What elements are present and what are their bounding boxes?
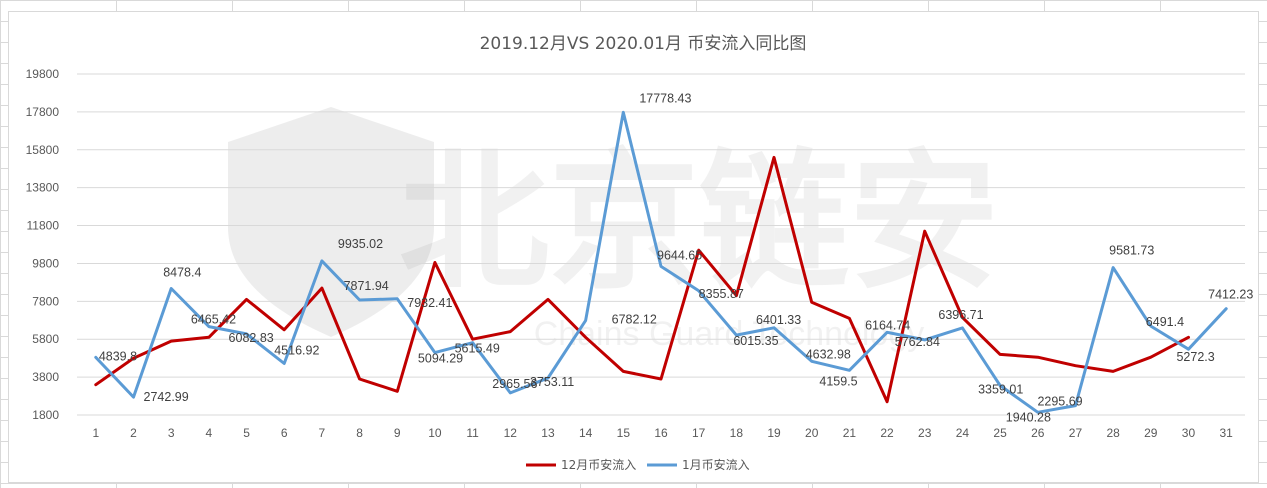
y-tick-label: 5800: [32, 332, 59, 346]
x-tick-label: 13: [541, 426, 555, 440]
x-tick-label: 18: [730, 426, 744, 440]
data-label: 4839.8: [99, 349, 137, 363]
series-lines: [94, 110, 1228, 414]
x-tick-label: 5: [243, 426, 250, 440]
data-label: 6164.74: [865, 318, 910, 332]
data-label: 2742.99: [144, 390, 189, 404]
watermark-text: 北京链安: [399, 136, 999, 310]
x-tick-label: 28: [1106, 426, 1120, 440]
chart-area[interactable]: 北京链安 Chains Guard Technology 2019.12月VS …: [8, 11, 1259, 483]
data-label: 4632.98: [806, 347, 851, 361]
data-label: 6465.42: [191, 313, 236, 327]
x-tick-label: 22: [880, 426, 894, 440]
data-label: 8355.87: [699, 287, 744, 301]
x-tick-label: 15: [617, 426, 631, 440]
x-tick-label: 7: [319, 426, 326, 440]
x-tick-label: 17: [692, 426, 706, 440]
data-label: 1940.28: [1006, 410, 1051, 424]
x-tick-label: 10: [428, 426, 442, 440]
data-label: 6782.12: [612, 313, 657, 327]
x-tick-label: 6: [281, 426, 288, 440]
x-tick-label: 29: [1144, 426, 1158, 440]
data-label: 9935.02: [338, 237, 383, 251]
x-tick-label: 25: [993, 426, 1007, 440]
data-label: 5272.3: [1176, 350, 1214, 364]
x-tick-label: 30: [1182, 426, 1196, 440]
y-axis: 1800 3800 5800 7800 9800 11800 13800 15800 17800…: [26, 67, 60, 422]
data-label: 2295.69: [1037, 395, 1082, 409]
data-label: 4159.5: [819, 374, 857, 388]
x-tick-label: 1: [92, 426, 99, 440]
data-label: 5615.49: [455, 342, 500, 356]
x-tick-label: 21: [843, 426, 857, 440]
x-tick-label: 14: [579, 426, 593, 440]
data-label: 4516.92: [274, 344, 319, 358]
data-label: 8478.4: [163, 265, 201, 279]
legend-label: 12月币安流入: [561, 457, 636, 472]
legend[interactable]: 12月币安流入 1月币安流入: [526, 457, 750, 472]
x-tick-label: 24: [956, 426, 970, 440]
y-tick-label: 15800: [26, 143, 60, 157]
x-tick-label: 16: [654, 426, 668, 440]
data-label: 5094.29: [418, 352, 463, 366]
series-line-december: [94, 155, 1190, 404]
legend-label: 1月币安流入: [682, 457, 750, 472]
data-label: 6015.35: [733, 334, 778, 348]
y-tick-label: 13800: [26, 181, 60, 195]
y-tick-label: 7800: [32, 294, 59, 308]
x-tick-label: 31: [1219, 426, 1233, 440]
data-label: 6401.33: [756, 313, 801, 327]
data-label: 7871.94: [344, 279, 389, 293]
x-axis: 1 2 3 4 5 6 7 8 9 10 11 12 13 14 15 16 17 18 19 20 21 22 23 24 2…: [92, 426, 1233, 440]
data-label: 7932.41: [407, 296, 452, 310]
data-label: 9581.73: [1109, 244, 1154, 258]
x-tick-label: 12: [504, 426, 518, 440]
data-label: 3359.01: [978, 382, 1023, 396]
legend-item-december[interactable]: 12月币安流入: [526, 457, 636, 472]
x-tick-label: 27: [1069, 426, 1083, 440]
data-label: 9644.65: [657, 248, 702, 262]
y-tick-label: 9800: [32, 256, 59, 270]
x-tick-label: 9: [394, 426, 401, 440]
x-tick-label: 11: [466, 426, 479, 440]
x-tick-label: 8: [356, 426, 363, 440]
data-label: 17778.43: [639, 91, 691, 105]
watermark-subtext: Chains Guard Technology: [534, 315, 925, 353]
data-label: 3753.11: [530, 375, 574, 389]
data-label: 6082.83: [229, 331, 274, 345]
x-tick-label: 19: [767, 426, 781, 440]
y-tick-label: 11800: [27, 219, 60, 233]
legend-item-january[interactable]: 1月币安流入: [647, 457, 750, 472]
x-tick-label: 23: [918, 426, 932, 440]
y-tick-label: 19800: [26, 67, 60, 81]
chart-title: 2019.12月VS 2020.01月 币安流入同比图: [480, 34, 807, 54]
x-tick-label: 20: [805, 426, 819, 440]
y-tick-label: 3800: [32, 370, 59, 384]
x-tick-label: 2: [130, 426, 137, 440]
y-tick-label: 1800: [32, 408, 59, 422]
data-label: 2965.56: [492, 377, 537, 391]
data-label: 5762.84: [895, 335, 940, 349]
x-tick-label: 26: [1031, 426, 1045, 440]
series-line-january: [94, 110, 1228, 414]
data-label: 6491.4: [1146, 315, 1184, 329]
watermark: 北京链安 Chains Guard Technology: [228, 107, 999, 353]
x-tick-label: 3: [168, 426, 175, 440]
data-label: 7412.23: [1208, 288, 1253, 302]
y-tick-label: 17800: [26, 105, 60, 119]
data-labels: 4839.8 2742.99 8478.4 6465.42 6082.834516.92…: [99, 91, 1254, 424]
watermark-shield-icon: [228, 107, 434, 337]
x-tick-label: 4: [206, 426, 213, 440]
data-label: 6396.71: [938, 308, 983, 322]
line-chart: 北京链安 Chains Guard Technology 2019.12月VS …: [26, 34, 1254, 472]
